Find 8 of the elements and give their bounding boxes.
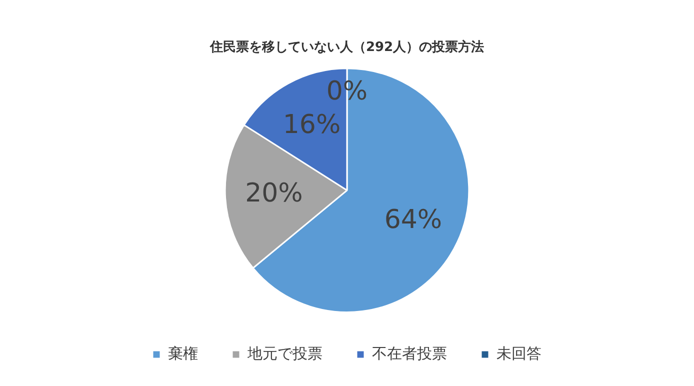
legend-label: 不在者投票	[372, 344, 447, 362]
legend-label: 地元で投票	[246, 344, 322, 362]
data-label: 16%	[282, 110, 341, 140]
legend-label: 棄権	[168, 344, 198, 362]
data-label: 64%	[384, 205, 442, 236]
legend-label: 未回答	[496, 344, 542, 362]
chart-title: 住民票を移していない人（292人）の投票方法	[208, 39, 484, 56]
data-label: 20%	[245, 178, 303, 209]
